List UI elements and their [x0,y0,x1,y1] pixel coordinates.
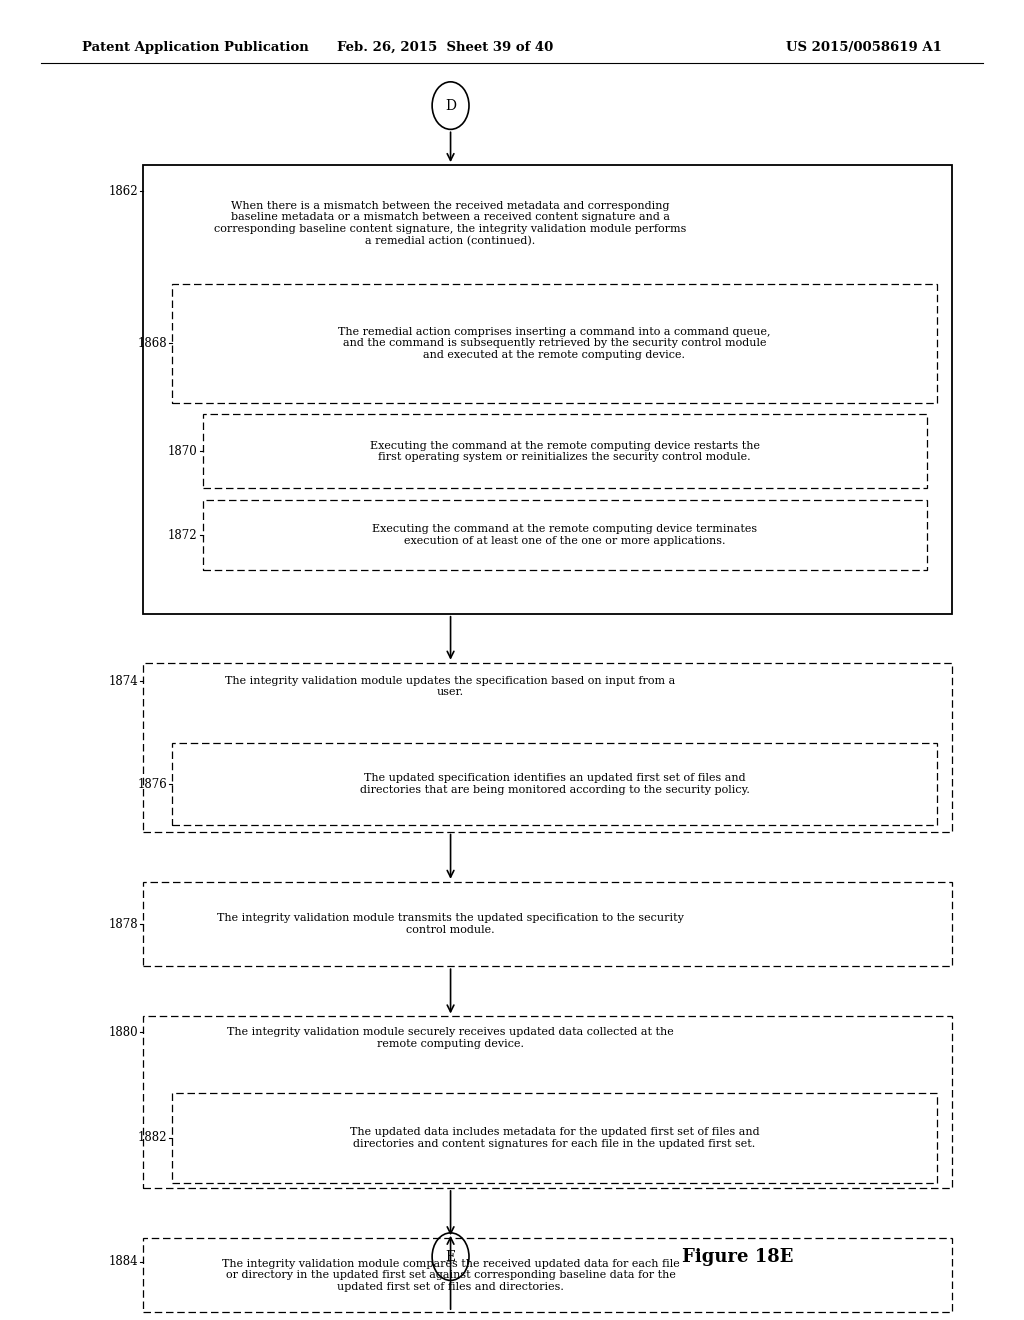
Text: The integrity validation module transmits the updated specification to the secur: The integrity validation module transmit… [217,913,684,935]
Text: The integrity validation module updates the specification based on input from a
: The integrity validation module updates … [225,676,676,697]
FancyBboxPatch shape [172,1093,937,1183]
Text: When there is a mismatch between the received metadata and corresponding
baselin: When there is a mismatch between the rec… [214,201,687,246]
Text: 1880: 1880 [109,1026,138,1039]
Text: E: E [445,1250,456,1263]
Text: Figure 18E: Figure 18E [682,1247,793,1266]
Text: 1868: 1868 [137,337,167,350]
Text: Feb. 26, 2015  Sheet 39 of 40: Feb. 26, 2015 Sheet 39 of 40 [337,41,554,54]
FancyBboxPatch shape [143,663,952,832]
Text: The remedial action comprises inserting a command into a command queue,
and the : The remedial action comprises inserting … [338,326,771,360]
FancyBboxPatch shape [172,284,937,403]
Text: 1876: 1876 [137,777,167,791]
FancyBboxPatch shape [143,1238,952,1312]
Text: The updated data includes metadata for the updated first set of files and
direct: The updated data includes metadata for t… [349,1127,760,1148]
Text: The integrity validation module securely receives updated data collected at the
: The integrity validation module securely… [227,1027,674,1048]
Text: D: D [445,99,456,112]
Text: 1874: 1874 [109,675,138,688]
Text: 1870: 1870 [168,445,198,458]
FancyBboxPatch shape [203,414,927,488]
FancyBboxPatch shape [172,743,937,825]
Text: 1862: 1862 [109,185,138,198]
Text: 1878: 1878 [109,917,138,931]
FancyBboxPatch shape [143,882,952,966]
Text: The updated specification identifies an updated first set of files and
directori: The updated specification identifies an … [359,774,750,795]
Text: The integrity validation module compares the received updated data for each file: The integrity validation module compares… [221,1258,680,1292]
Text: 1882: 1882 [137,1131,167,1144]
Text: US 2015/0058619 A1: US 2015/0058619 A1 [786,41,942,54]
Text: Patent Application Publication: Patent Application Publication [82,41,308,54]
Text: 1872: 1872 [168,529,198,541]
FancyBboxPatch shape [143,1016,952,1188]
FancyBboxPatch shape [203,500,927,570]
Text: 1884: 1884 [109,1255,138,1269]
Text: Executing the command at the remote computing device terminates
execution of at : Executing the command at the remote comp… [372,524,758,546]
FancyBboxPatch shape [143,165,952,614]
Text: Executing the command at the remote computing device restarts the
first operatin: Executing the command at the remote comp… [370,441,760,462]
